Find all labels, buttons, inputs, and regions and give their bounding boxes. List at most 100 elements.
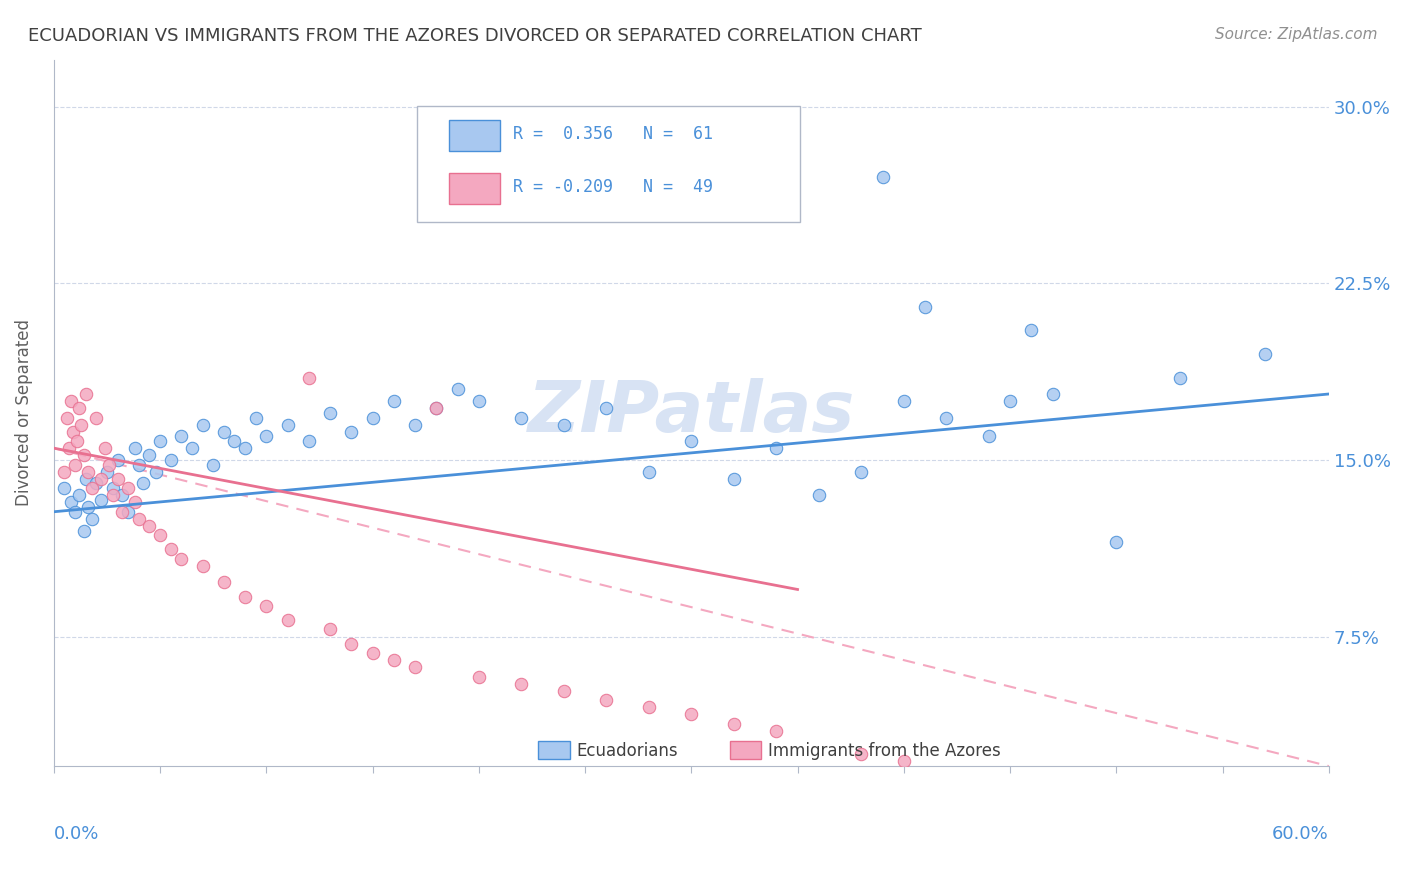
Point: [76, 465, 98, 479]
Point: [1168, 370, 1191, 384]
Point: [340, 425, 363, 439]
Text: Immigrants from the Azores: Immigrants from the Azores: [768, 741, 1001, 760]
Point: [75, 472, 97, 486]
Point: [63, 458, 86, 472]
Text: Source: ZipAtlas.com: Source: ZipAtlas.com: [1215, 27, 1378, 42]
Point: [132, 476, 155, 491]
Point: [96, 465, 118, 479]
Point: [98, 458, 121, 472]
Point: [382, 653, 405, 667]
FancyBboxPatch shape: [449, 120, 501, 152]
Point: [80, 481, 103, 495]
Point: [446, 382, 468, 396]
Point: [595, 693, 617, 707]
Point: [1254, 347, 1277, 361]
Point: [103, 488, 125, 502]
Point: [117, 481, 139, 495]
FancyBboxPatch shape: [449, 173, 501, 204]
Text: 60.0%: 60.0%: [1272, 825, 1329, 843]
Point: [80, 512, 103, 526]
Point: [67, 488, 90, 502]
Point: [319, 623, 342, 637]
Point: [170, 429, 193, 443]
Point: [254, 599, 277, 613]
Point: [191, 558, 214, 573]
Point: [67, 401, 90, 416]
Point: [298, 434, 321, 449]
Point: [872, 170, 894, 185]
Point: [1042, 387, 1064, 401]
Point: [191, 417, 214, 432]
Point: [86, 476, 108, 491]
Point: [319, 406, 342, 420]
Point: [977, 429, 1000, 443]
FancyBboxPatch shape: [418, 105, 800, 222]
Point: [94, 441, 117, 455]
Point: [851, 465, 873, 479]
Point: [361, 410, 384, 425]
Point: [128, 458, 150, 472]
Point: [637, 700, 659, 714]
FancyBboxPatch shape: [730, 741, 762, 759]
Point: [58, 441, 80, 455]
Point: [553, 683, 575, 698]
Text: ZIPatlas: ZIPatlas: [527, 378, 855, 448]
Point: [893, 394, 915, 409]
Point: [553, 417, 575, 432]
Point: [681, 707, 703, 722]
Point: [468, 394, 491, 409]
Point: [124, 441, 146, 455]
Point: [723, 472, 745, 486]
Point: [59, 394, 82, 409]
Point: [595, 401, 617, 416]
Point: [117, 505, 139, 519]
Point: [340, 637, 363, 651]
Point: [893, 755, 915, 769]
Point: [72, 524, 94, 538]
Point: [138, 448, 160, 462]
Point: [63, 505, 86, 519]
Point: [914, 300, 936, 314]
Point: [86, 410, 108, 425]
Point: [425, 401, 447, 416]
Point: [159, 453, 181, 467]
Point: [90, 493, 112, 508]
Point: [298, 370, 321, 384]
Point: [103, 481, 125, 495]
Point: [55, 410, 77, 425]
Point: [170, 552, 193, 566]
Point: [935, 410, 957, 425]
Point: [851, 747, 873, 762]
Point: [70, 417, 93, 432]
Point: [62, 425, 84, 439]
Point: [510, 676, 533, 690]
Point: [245, 410, 267, 425]
Point: [53, 465, 76, 479]
Point: [111, 488, 134, 502]
Point: [404, 660, 426, 674]
Point: [1105, 535, 1128, 549]
Point: [765, 441, 787, 455]
Point: [107, 472, 129, 486]
Point: [681, 434, 703, 449]
Point: [212, 425, 235, 439]
Text: R =  0.356   N =  61: R = 0.356 N = 61: [513, 125, 713, 143]
Text: R = -0.209   N =  49: R = -0.209 N = 49: [513, 178, 713, 195]
Point: [128, 512, 150, 526]
Text: 0.0%: 0.0%: [53, 825, 100, 843]
FancyBboxPatch shape: [538, 741, 571, 759]
Point: [233, 441, 256, 455]
Point: [159, 542, 181, 557]
Point: [145, 465, 167, 479]
Point: [468, 670, 491, 684]
Y-axis label: Divorced or Separated: Divorced or Separated: [15, 319, 32, 507]
Point: [138, 519, 160, 533]
Point: [510, 410, 533, 425]
Point: [111, 505, 134, 519]
Point: [76, 500, 98, 514]
Point: [1019, 323, 1042, 337]
Point: [233, 590, 256, 604]
Point: [277, 613, 299, 627]
Point: [202, 458, 225, 472]
Point: [723, 716, 745, 731]
